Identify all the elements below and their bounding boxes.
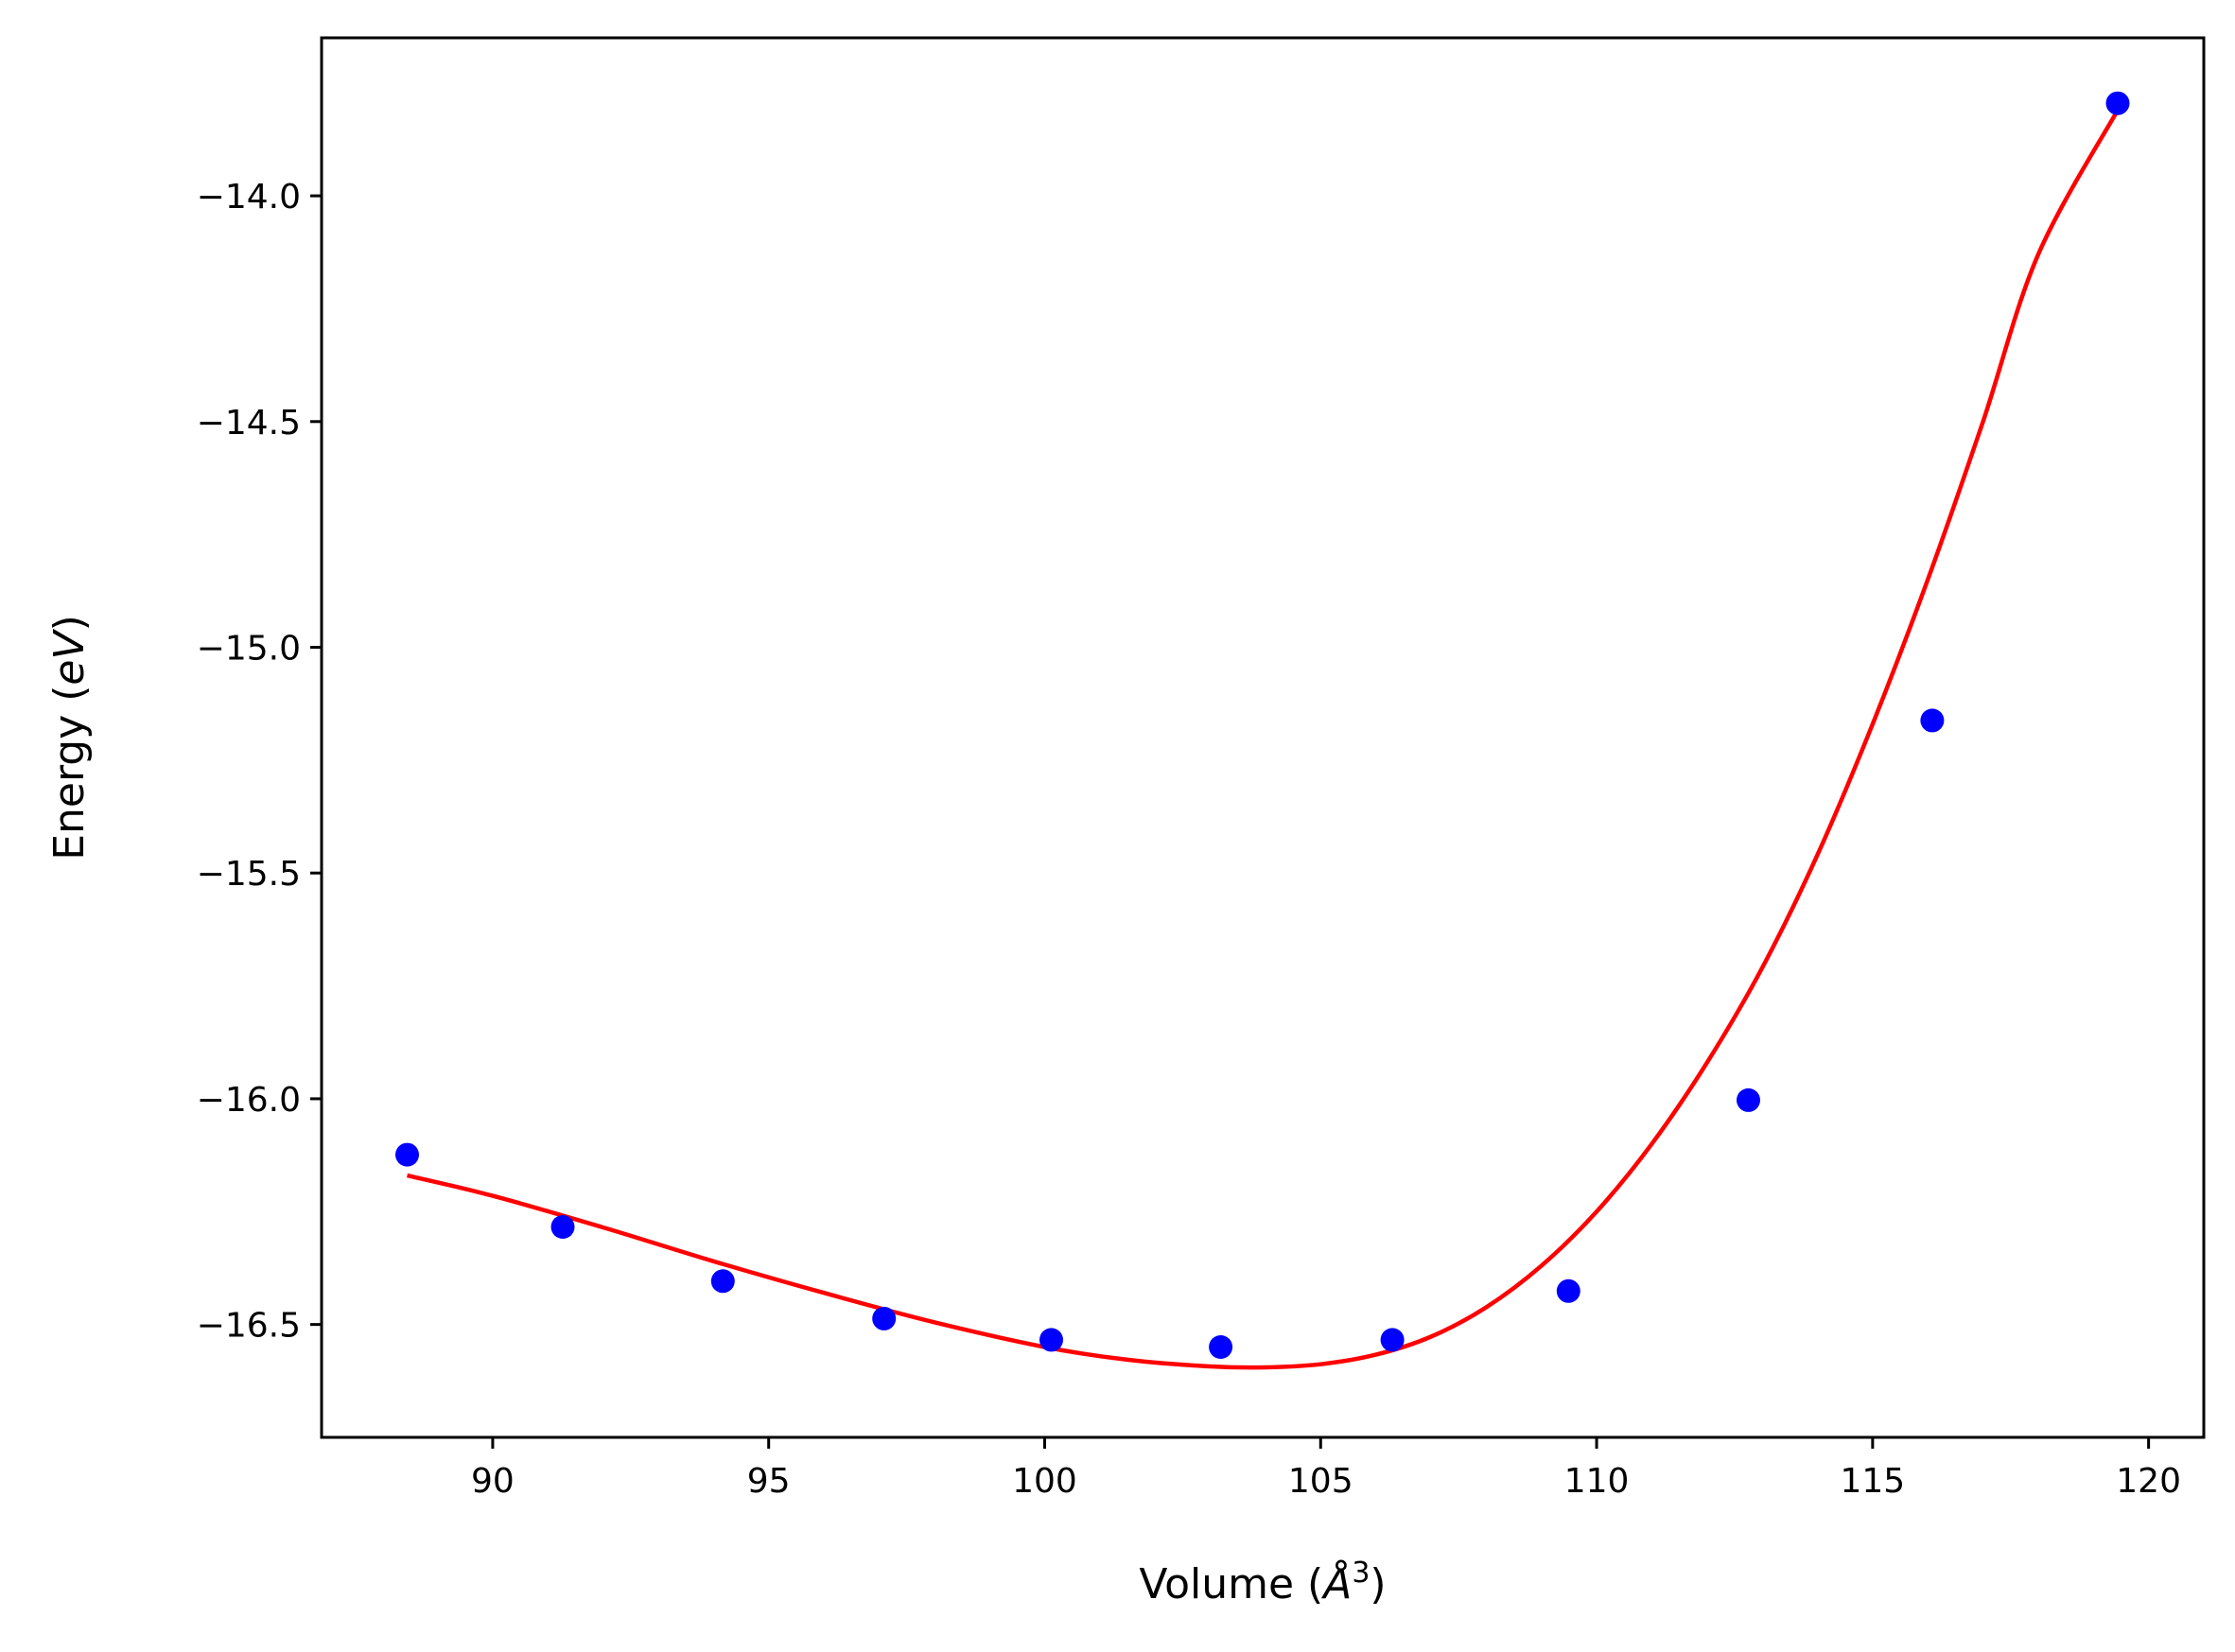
y-axis-label: Energy (eV) — [45, 615, 94, 861]
data-point — [872, 1306, 897, 1330]
x-tick-label: 100 — [1012, 1462, 1077, 1501]
data-point — [1556, 1278, 1580, 1303]
y-tick-label: −14.5 — [197, 404, 301, 443]
y-tick-label: −15.5 — [197, 855, 301, 894]
x-tick-label: 120 — [2116, 1462, 2181, 1501]
data-point — [710, 1269, 735, 1294]
data-point — [1737, 1087, 1760, 1112]
x-tick-label: 90 — [471, 1462, 515, 1501]
data-point — [1380, 1328, 1405, 1352]
y-tick-label: −15.0 — [197, 630, 301, 669]
x-axis-ticks: 90 95 100 105 110 115 120 — [471, 1437, 2181, 1501]
fit-curve-layer — [406, 109, 2120, 1370]
y-tick-label: −16.5 — [197, 1307, 301, 1346]
data-point — [1209, 1335, 1233, 1359]
y-axis-ticks: −14.0 −14.5 −15.0 −15.5 −16.0 −16.5 — [197, 178, 322, 1346]
data-point — [2105, 91, 2130, 115]
data-points-layer — [395, 91, 2130, 1359]
y-tick-label: −14.0 — [197, 178, 301, 217]
x-tick-label: 95 — [747, 1462, 791, 1501]
plot-frame — [320, 36, 2206, 1439]
x-axis-label: Volume (Å3) — [1139, 1556, 1386, 1609]
data-point — [1039, 1328, 1063, 1352]
fit-curve — [406, 109, 2120, 1370]
data-point — [395, 1142, 419, 1167]
x-tick-label: 115 — [1840, 1462, 1905, 1501]
data-point — [1920, 708, 1945, 733]
data-point — [550, 1215, 575, 1239]
y-tick-label: −16.0 — [197, 1081, 301, 1120]
x-tick-label: 110 — [1564, 1462, 1630, 1501]
x-tick-label: 105 — [1288, 1462, 1353, 1501]
